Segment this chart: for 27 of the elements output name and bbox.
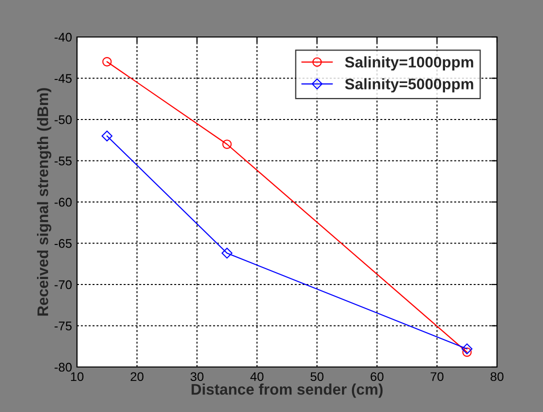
x-tick-label: 60: [370, 372, 384, 382]
x-tick-label: 50: [310, 372, 324, 382]
y-tick-label: -80: [54, 362, 72, 372]
y-tick-label: -75: [54, 322, 72, 330]
y-tick-label: -55: [54, 156, 72, 166]
x-tick-label: 70: [430, 372, 444, 382]
y-tick-label: -60: [54, 198, 72, 207]
x-axis-title: Distance from sender (cm): [192, 384, 383, 398]
y-tick-label: -65: [54, 239, 72, 248]
point: [222, 140, 232, 149]
legend-label: Salinity=1000ppm: [345, 56, 474, 71]
legend-label: Salinity=5000ppm: [345, 78, 474, 92]
y-tick-label: -45: [54, 74, 72, 83]
x-tick-label: 30: [190, 372, 204, 382]
y-axis-title: Received signal strength (dBm): [36, 88, 52, 316]
x-tick-label: 10: [71, 372, 84, 382]
point: [462, 347, 472, 357]
point: [102, 57, 112, 66]
point: [102, 130, 112, 142]
point: [462, 343, 472, 354]
y-tick-label: -40: [54, 32, 72, 42]
x-tick-label: 80: [490, 372, 504, 382]
x-tick-label: 40: [250, 372, 264, 382]
y-tick-label: -70: [54, 280, 72, 290]
x-tick-label: 20: [130, 372, 144, 382]
point: [222, 248, 232, 259]
y-tick-label: -50: [54, 115, 72, 124]
